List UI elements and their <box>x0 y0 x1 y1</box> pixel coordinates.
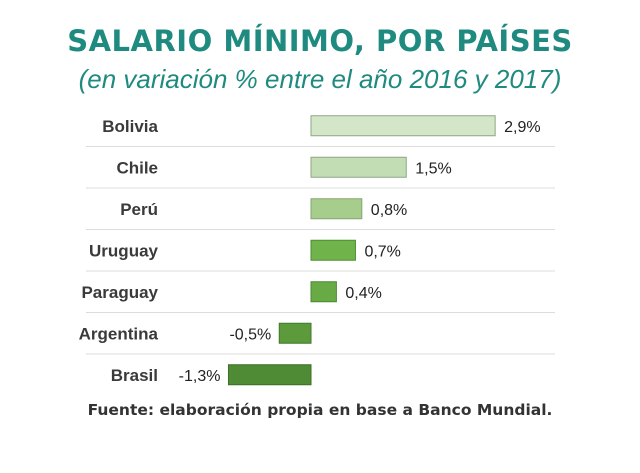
source-note: Fuente: elaboración propia en base a Ban… <box>87 401 553 419</box>
bar-argentina <box>278 322 312 344</box>
bar-paraguay <box>310 281 337 303</box>
value-label-brasil: -1,3% <box>179 368 221 385</box>
value-label-paraguay: 0,4% <box>345 285 381 302</box>
chart-subtitle: (en variación % entre el año 2016 y 2017… <box>78 64 562 94</box>
bar-brasil <box>227 364 312 386</box>
bar-peru <box>310 198 363 220</box>
category-label-uruguay: Uruguay <box>89 241 159 260</box>
value-label-uruguay: 0,7% <box>364 243 400 260</box>
category-label-chile: Chile <box>116 158 158 177</box>
value-label-peru: 0,8% <box>371 202 407 219</box>
value-label-argentina: -0,5% <box>229 326 271 343</box>
value-label-chile: 1,5% <box>415 160 451 177</box>
category-label-brasil: Brasil <box>111 366 158 385</box>
bar-uruguay <box>310 239 356 261</box>
category-label-paraguay: Paraguay <box>81 283 158 302</box>
category-label-peru: Perú <box>120 200 158 219</box>
bar-bolivia <box>310 115 496 137</box>
value-label-bolivia: 2,9% <box>504 119 540 136</box>
category-label-bolivia: Bolivia <box>102 117 158 136</box>
bar-chile <box>310 156 407 178</box>
category-label-argentina: Argentina <box>79 324 159 343</box>
chart-title: SALARIO MÍNIMO, POR PAÍSES <box>67 24 573 58</box>
